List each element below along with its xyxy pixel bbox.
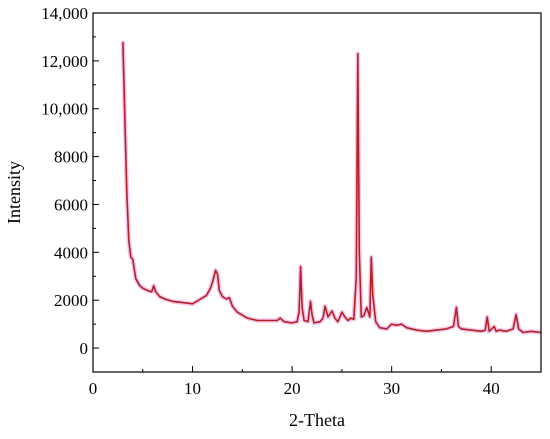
x-tick-label: 10: [184, 379, 201, 398]
y-axis-title: Intensity: [4, 161, 24, 224]
data-series-layer: [120, 41, 542, 335]
series-0-line: [122, 41, 542, 334]
y-tick-label: 8000: [54, 148, 88, 167]
y-tick-label: 12,000: [41, 52, 88, 71]
y-tick-label: 10,000: [41, 100, 88, 119]
y-tick-label: 4000: [54, 243, 88, 262]
x-tick-label: 20: [284, 379, 301, 398]
y-tick-label: 2000: [54, 291, 88, 310]
x-tick-label: 0: [89, 379, 98, 398]
axes-layer: 0 10 20 30 40 0 2000 4000 6000 8000 10,000 12,000 14…: [41, 4, 542, 398]
series-0-halo: [120, 41, 542, 335]
x-tick-label: 40: [483, 379, 500, 398]
y-tick-label: 14,000: [41, 4, 88, 23]
plot-frame: [92, 12, 542, 373]
y-tick-label: 6000: [54, 195, 88, 214]
x-axis-title: 2-Theta: [289, 410, 345, 430]
y-tick-label: 0: [80, 339, 89, 358]
x-tick-label: 30: [383, 379, 400, 398]
